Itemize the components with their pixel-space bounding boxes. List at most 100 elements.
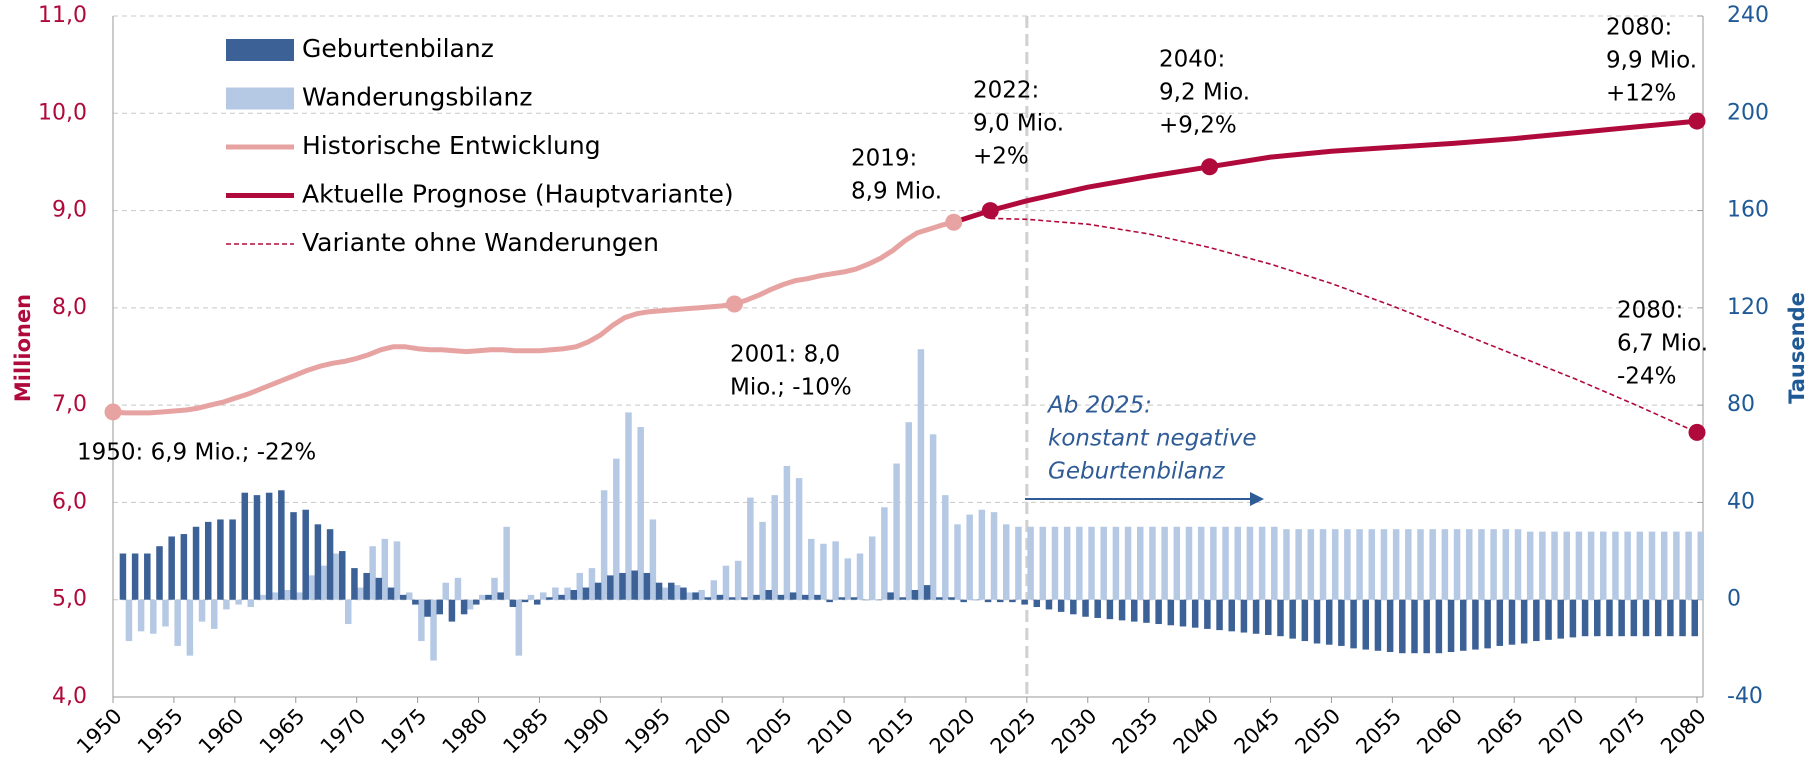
y-tick-label: 6,0	[52, 489, 87, 514]
y2-axis-title: Tausende	[1785, 292, 1809, 404]
bar	[1021, 599, 1028, 605]
bar	[204, 521, 212, 600]
bar	[491, 577, 498, 600]
bar	[1660, 531, 1668, 600]
bar	[1155, 599, 1162, 625]
x-tick-label: 1980	[438, 704, 493, 759]
x-tick-label: 2065	[1473, 704, 1528, 759]
bar	[1002, 524, 1010, 600]
bar	[1295, 529, 1302, 600]
bar	[339, 551, 346, 600]
legend-swatch	[226, 39, 294, 61]
bar	[1301, 599, 1309, 642]
bar	[942, 495, 949, 600]
annotation: +9,2%	[1159, 113, 1237, 139]
bar	[954, 524, 961, 600]
y-tick-label: 9,0	[52, 198, 87, 223]
bar	[168, 536, 175, 600]
bar	[625, 412, 632, 600]
bar	[1258, 526, 1266, 600]
bar	[174, 599, 181, 646]
bar	[1575, 531, 1583, 600]
annotation: 9,2 Mio.	[1159, 80, 1250, 106]
bar	[734, 560, 742, 600]
x-tick-label: 1950	[72, 704, 127, 759]
bar	[978, 509, 986, 600]
bar	[1057, 599, 1065, 612]
bar	[241, 492, 249, 600]
bar	[265, 492, 273, 600]
bar	[290, 512, 297, 600]
bar	[1228, 599, 1235, 632]
x-tick-label: 1995	[620, 704, 675, 759]
annotation: 1950: 6,9 Mio.; -22%	[77, 440, 316, 466]
legend-swatch	[226, 87, 294, 110]
bar	[1386, 599, 1394, 653]
bar	[186, 599, 194, 656]
bar	[1557, 599, 1564, 639]
bar	[1118, 599, 1126, 621]
bar	[302, 509, 309, 600]
bar	[430, 599, 437, 661]
bar	[1392, 529, 1400, 600]
bar	[381, 538, 389, 600]
bar	[1167, 599, 1175, 626]
bar	[210, 599, 218, 629]
annotation: +12%	[1606, 81, 1676, 107]
bar	[1216, 599, 1223, 631]
bar	[1563, 531, 1570, 600]
bar	[308, 575, 315, 600]
line	[952, 118, 1698, 225]
bar	[820, 543, 827, 600]
x-tick-label: 2025	[986, 704, 1041, 759]
line	[112, 219, 955, 416]
bar	[509, 599, 517, 608]
bar	[832, 541, 839, 600]
bar	[917, 349, 925, 600]
x-tick-label: 2000	[681, 704, 736, 759]
bar	[1143, 599, 1150, 623]
bar	[223, 599, 230, 610]
bar	[777, 594, 785, 600]
bar	[125, 599, 133, 642]
bar	[966, 514, 973, 600]
bar	[1630, 599, 1638, 637]
bar	[278, 490, 285, 600]
bar	[229, 519, 236, 600]
bar	[899, 597, 906, 600]
bar	[631, 570, 638, 600]
bar	[698, 589, 705, 600]
bar	[692, 592, 699, 600]
bar	[369, 546, 376, 600]
y-tick-label: 4,0	[52, 684, 87, 709]
line	[990, 217, 1698, 434]
bar	[1417, 529, 1424, 600]
bar	[923, 585, 931, 600]
bar	[960, 599, 967, 603]
bar	[1246, 526, 1254, 600]
bar	[546, 597, 553, 600]
bar	[1319, 529, 1327, 600]
bar	[1356, 529, 1363, 600]
bar	[1399, 599, 1406, 654]
bar	[217, 519, 224, 600]
bar	[875, 599, 882, 601]
bar	[424, 599, 431, 617]
marker	[1688, 423, 1706, 441]
bar	[180, 534, 188, 600]
annotation: 8,9 Mio.	[851, 179, 942, 205]
bar	[789, 592, 797, 600]
bar	[271, 592, 279, 600]
bar	[326, 529, 334, 600]
bar	[1210, 526, 1217, 600]
bar	[661, 587, 669, 600]
bar	[868, 536, 876, 600]
bar	[527, 594, 535, 600]
bar	[1307, 529, 1315, 600]
y-tick-label: 10,0	[38, 100, 87, 125]
bar	[131, 553, 139, 600]
y-tick-label: 11,0	[38, 3, 87, 28]
x-tick-label: 2030	[1047, 704, 1102, 759]
note: Ab 2025:	[1046, 393, 1152, 419]
bar	[1374, 599, 1382, 651]
